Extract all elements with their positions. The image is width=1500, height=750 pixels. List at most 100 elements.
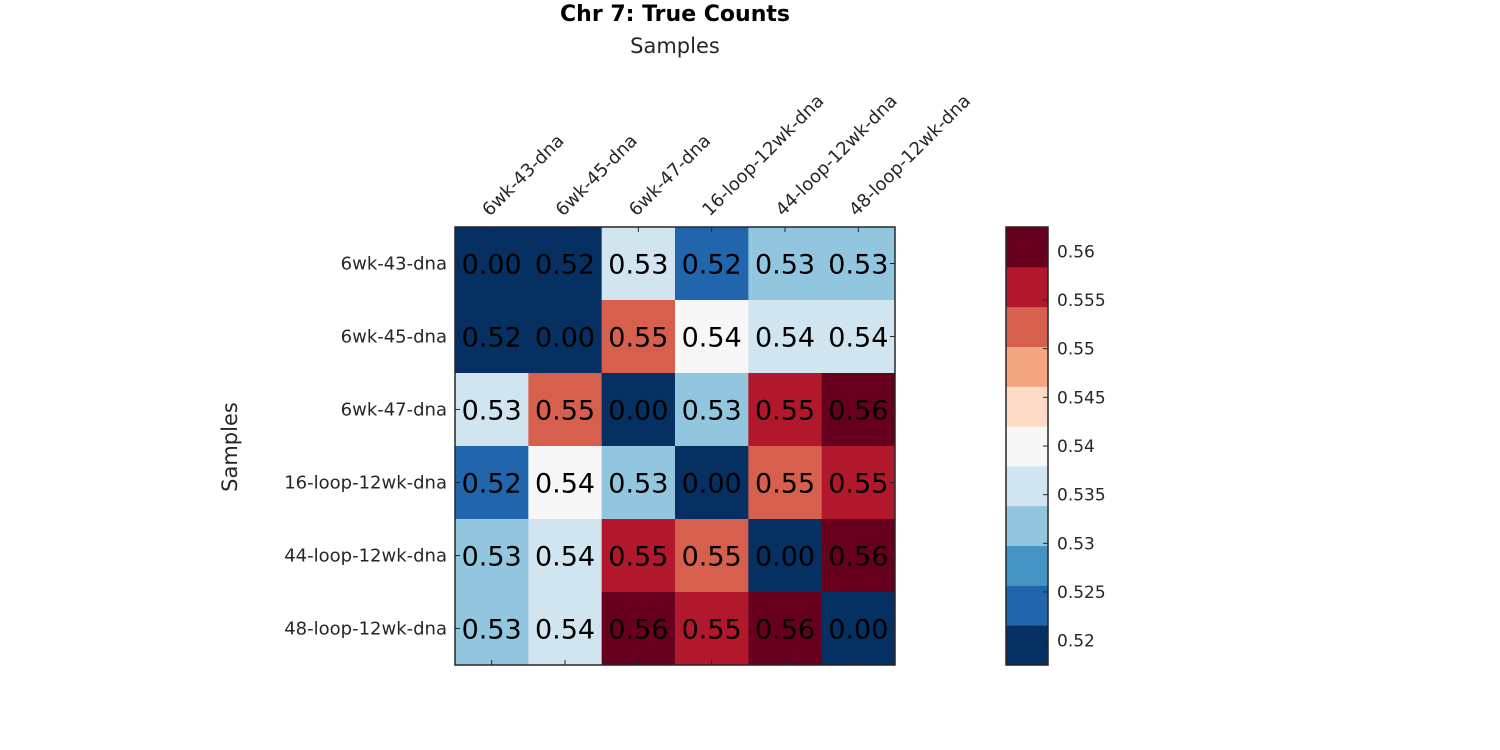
cell-value-label: 0.00 xyxy=(608,396,668,427)
cell-value-label: 0.54 xyxy=(682,323,742,354)
colorbar-tick-label: 0.535 xyxy=(1057,486,1106,506)
cell-value-label: 0.55 xyxy=(682,615,742,646)
y-tick-labels: 6wk-43-dna 6wk-45-dna 6wk-47-dna 16-loop-12… xyxy=(284,254,447,640)
colorbar-tick-label: 0.52 xyxy=(1057,632,1095,652)
axis-ticks xyxy=(455,227,895,665)
cell-value-label: 0.55 xyxy=(682,542,742,573)
heatmap-cell xyxy=(601,300,676,374)
heatmap-cell xyxy=(455,519,529,593)
cell-value-label: 0.00 xyxy=(828,615,888,646)
heatmap-cell xyxy=(675,373,749,447)
heatmap-cell xyxy=(748,300,823,374)
heatmap-cell xyxy=(675,519,749,593)
cell-value-label: 0.54 xyxy=(535,469,595,500)
y-tick-label: 16-loop-12wk-dna xyxy=(284,473,447,494)
cell-value-label: 0.00 xyxy=(682,469,742,500)
cell-value-label: 0.54 xyxy=(535,615,595,646)
cell-value-label: 0.52 xyxy=(462,323,522,354)
colorbar-tick-label: 0.55 xyxy=(1057,340,1095,360)
heatmap-cell xyxy=(601,446,676,520)
y-tick-label: 48-loop-12wk-dna xyxy=(284,619,447,640)
colorbar-segment xyxy=(1006,306,1048,347)
cell-value-label: 0.53 xyxy=(755,250,815,281)
heatmap-cells: 0.00 0.52 0.53 0.52 0.53 0.53 0.52 0.00 0.55 0.54… xyxy=(455,227,896,666)
heatmap-cell xyxy=(601,519,676,593)
heatmap-cell xyxy=(675,446,749,520)
heatmap-cell xyxy=(821,519,896,593)
cell-value-label: 0.53 xyxy=(462,615,522,646)
y-tick-label: 6wk-47-dna xyxy=(341,400,447,421)
heatmap-cell xyxy=(455,373,529,447)
cell-value-label: 0.55 xyxy=(535,396,595,427)
colorbar-tick-label: 0.555 xyxy=(1057,291,1106,311)
heatmap-cell xyxy=(528,519,603,593)
chart-title: Chr 7: True Counts xyxy=(560,2,790,27)
cell-value-label: 0.55 xyxy=(608,542,668,573)
colorbar-tick-label: 0.545 xyxy=(1057,388,1106,408)
colorbar-segment xyxy=(1006,465,1048,507)
heatmap-cell xyxy=(675,300,749,374)
heatmap-cell xyxy=(821,227,896,301)
cell-value-label: 0.54 xyxy=(755,323,815,354)
y-tick-label: 44-loop-12wk-dna xyxy=(284,546,447,567)
cell-value-label: 0.56 xyxy=(755,615,815,646)
colorbar-tick-label: 0.525 xyxy=(1057,583,1106,603)
heatmap-cell xyxy=(748,227,823,301)
cell-value-label: 0.53 xyxy=(462,396,522,427)
heatmap-cell xyxy=(675,227,749,301)
heatmap-cell xyxy=(455,300,529,374)
heatmap-cell xyxy=(455,227,529,301)
heatmap-cell xyxy=(748,446,823,520)
cell-value-label: 0.53 xyxy=(462,542,522,573)
colorbar-tick-label: 0.53 xyxy=(1057,534,1095,554)
colorbar-tick-label: 0.56 xyxy=(1057,242,1095,262)
colorbar: 0.52 0.525 0.53 0.535 0.54 0.545 0.55 0.555 0.56 xyxy=(1005,226,1106,666)
heatmap-cell xyxy=(455,592,529,666)
cell-value-label: 0.52 xyxy=(535,250,595,281)
heatmap-cell xyxy=(528,227,603,301)
colorbar-tick-label: 0.54 xyxy=(1057,437,1095,457)
heatmap-cell xyxy=(455,446,529,520)
y-tick-label: 6wk-43-dna xyxy=(341,254,447,275)
cell-value-label: 0.53 xyxy=(682,396,742,427)
colorbar-segment xyxy=(1006,227,1048,268)
cell-value-label: 0.00 xyxy=(462,250,522,281)
colorbar-segment xyxy=(1006,505,1048,547)
heatmap-cell xyxy=(821,446,896,520)
heatmap-cell xyxy=(528,300,603,374)
cell-value-label: 0.53 xyxy=(828,250,888,281)
heatmap-cell xyxy=(601,373,676,447)
cell-value-label: 0.52 xyxy=(682,250,742,281)
y-axis-label: Samples xyxy=(218,402,242,492)
heatmap-cell xyxy=(748,519,823,593)
colorbar-segment xyxy=(1006,545,1048,586)
cell-value-label: 0.00 xyxy=(535,323,595,354)
heatmap-cell xyxy=(675,592,749,666)
heatmap-cell xyxy=(748,592,823,666)
heatmap-cell xyxy=(601,592,676,666)
heatmap-cell xyxy=(528,373,603,447)
heatmap-cell xyxy=(821,373,896,447)
heatmap-cell xyxy=(528,592,603,666)
heatmap-cell xyxy=(821,592,896,666)
plot-frame xyxy=(454,226,896,666)
cell-value-label: 0.54 xyxy=(828,323,888,354)
colorbar-segment xyxy=(1006,585,1048,626)
y-tick-label: 6wk-45-dna xyxy=(341,327,447,348)
cell-value-label: 0.53 xyxy=(608,469,668,500)
colorbar-segment xyxy=(1006,386,1048,427)
cell-value-label: 0.55 xyxy=(755,469,815,500)
cell-value-label: 0.55 xyxy=(755,396,815,427)
colorbar-segment xyxy=(1006,266,1048,308)
cell-value-label: 0.56 xyxy=(608,615,668,646)
cell-value-label: 0.55 xyxy=(828,469,888,500)
cell-value-label: 0.53 xyxy=(608,250,668,281)
cell-value-label: 0.56 xyxy=(828,542,888,573)
colorbar-segment xyxy=(1006,625,1048,666)
cell-value-label: 0.00 xyxy=(755,542,815,573)
cell-value-label: 0.54 xyxy=(535,542,595,573)
heatmap-cell xyxy=(821,300,896,374)
heatmap-cell xyxy=(528,446,603,520)
heatmap-cell xyxy=(601,227,676,301)
